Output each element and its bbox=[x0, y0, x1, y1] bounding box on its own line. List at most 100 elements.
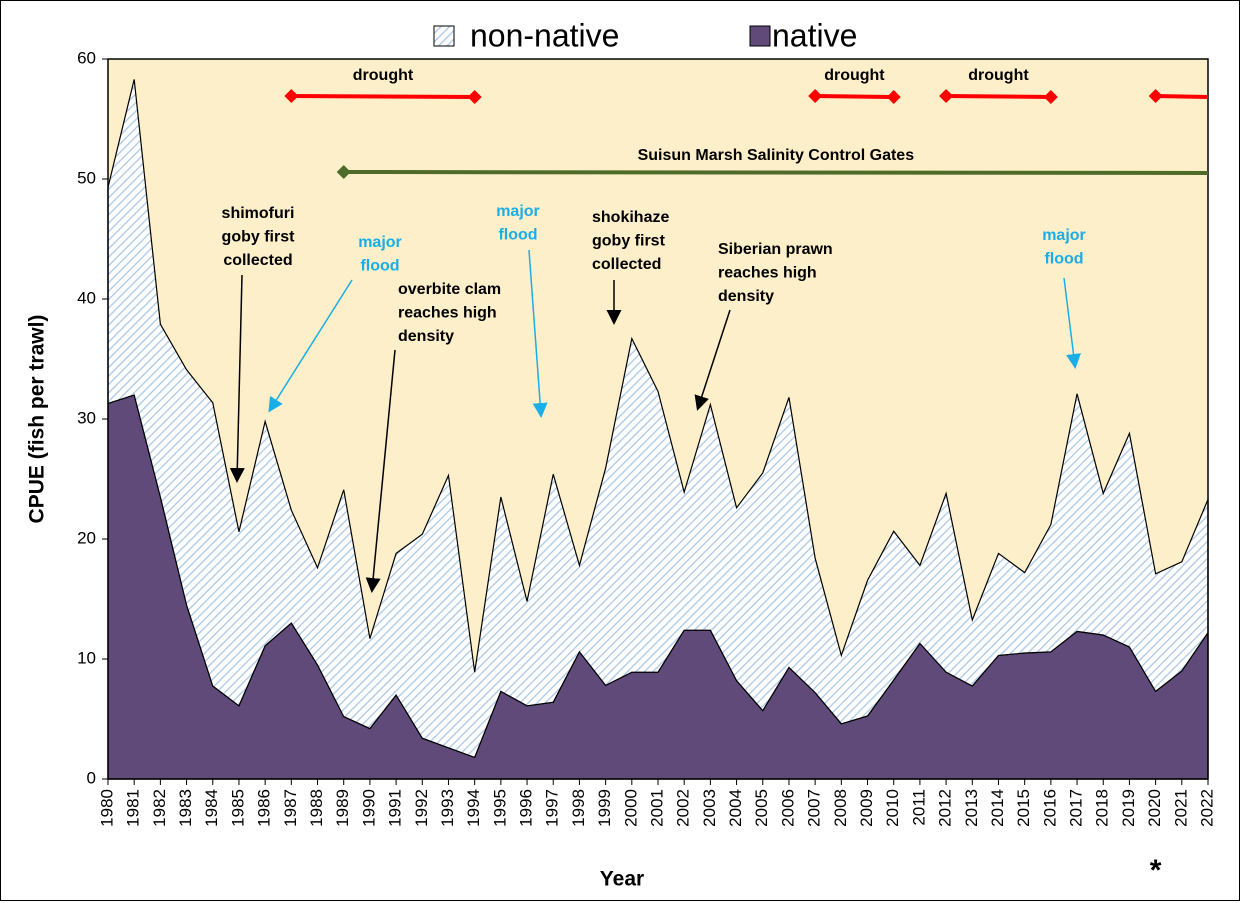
legend-label: non-native bbox=[470, 17, 619, 53]
x-tick-label: 1981 bbox=[124, 789, 143, 827]
x-tick-label: 2005 bbox=[752, 789, 771, 827]
y-axis-title: CPUE (fish per trawl) bbox=[26, 315, 49, 524]
annotation-arrow bbox=[365, 349, 396, 593]
x-tick-label: 1995 bbox=[490, 789, 509, 827]
period-label: Suisun Marsh Salinity Control Gates bbox=[638, 147, 915, 164]
x-tick-label: 1987 bbox=[281, 789, 300, 827]
annotation: flood bbox=[360, 258, 399, 275]
x-tick-label: 2004 bbox=[726, 789, 745, 827]
annotation: reaches high bbox=[718, 265, 817, 282]
period-marker bbox=[467, 90, 482, 104]
y-tick-label: 40 bbox=[77, 288, 96, 307]
period-bar bbox=[815, 94, 894, 99]
x-tick-label: 2000 bbox=[621, 789, 640, 827]
x-tick-label: 1992 bbox=[412, 789, 431, 827]
period-label: drought bbox=[824, 67, 885, 84]
annotation-arrow bbox=[229, 274, 245, 483]
period-marker bbox=[886, 90, 901, 104]
x-tick-label: 2008 bbox=[831, 789, 850, 827]
x-tick-label: 2006 bbox=[778, 789, 797, 827]
x-tick-label: 2016 bbox=[1040, 789, 1059, 827]
x-tick-label: 1997 bbox=[543, 789, 562, 827]
y-tick-label: 0 bbox=[87, 768, 96, 787]
annotation: major bbox=[1042, 227, 1086, 244]
y-tick-label: 50 bbox=[77, 168, 96, 187]
x-tick-label: 1990 bbox=[359, 789, 378, 827]
x-tick-label: 2019 bbox=[1119, 789, 1138, 827]
y-tick-label: 30 bbox=[77, 408, 96, 427]
annotation: major bbox=[358, 234, 402, 251]
x-tick-label: 1985 bbox=[228, 789, 247, 827]
x-tick-label: 2009 bbox=[857, 789, 876, 827]
x-tick-label: 1980 bbox=[97, 789, 116, 827]
annotation: Siberian prawn bbox=[718, 241, 833, 258]
period-marker bbox=[336, 165, 351, 179]
x-tick-label: 1988 bbox=[307, 789, 326, 827]
x-tick-label: 2011 bbox=[909, 789, 928, 826]
x-tick-label: 1982 bbox=[150, 789, 169, 827]
x-tick-label: 2003 bbox=[700, 789, 719, 827]
annotation: shokihaze bbox=[592, 209, 669, 226]
annotation: shimofuri bbox=[222, 205, 295, 222]
x-tick-label: 2017 bbox=[1067, 789, 1086, 827]
x-tick-label: 2018 bbox=[1093, 789, 1112, 827]
annotation-arrow bbox=[528, 249, 548, 418]
x-tick-label: 1984 bbox=[202, 789, 221, 827]
period-marker bbox=[808, 89, 823, 103]
x-tick-label: 2012 bbox=[936, 789, 955, 827]
footnote-marker: * bbox=[1150, 854, 1162, 887]
annotation: major bbox=[496, 203, 540, 220]
y-tick-label: 60 bbox=[77, 48, 96, 67]
annotation-arrow bbox=[268, 279, 353, 413]
annotation: reaches high bbox=[398, 305, 497, 322]
period-marker bbox=[1043, 90, 1058, 104]
x-tick-label: 2007 bbox=[805, 789, 824, 827]
x-tick-label: 1998 bbox=[569, 789, 588, 827]
period-marker bbox=[939, 89, 954, 103]
period-label: drought bbox=[968, 67, 1029, 84]
x-tick-label: 1996 bbox=[517, 789, 536, 827]
annotation: goby first bbox=[222, 229, 296, 246]
x-tick-label: 1991 bbox=[386, 789, 405, 827]
annotation-arrow bbox=[694, 309, 731, 411]
x-tick-label: 2010 bbox=[883, 789, 902, 827]
period-marker bbox=[284, 89, 299, 103]
legend-swatch bbox=[749, 25, 771, 47]
x-tick-label: 1999 bbox=[595, 789, 614, 827]
period-bar bbox=[946, 94, 1051, 99]
x-tick-label: 2002 bbox=[674, 789, 693, 827]
period-bar bbox=[291, 94, 475, 99]
x-tick-label: 2014 bbox=[988, 789, 1007, 827]
period-marker bbox=[1148, 89, 1163, 103]
x-tick-label: 2001 bbox=[647, 789, 666, 827]
x-tick-label: 1994 bbox=[464, 789, 483, 827]
annotation: goby first bbox=[592, 233, 666, 250]
annotation: density bbox=[398, 328, 454, 345]
annotation: density bbox=[718, 288, 774, 305]
x-tick-label: 2013 bbox=[962, 789, 981, 827]
annotation: overbite clam bbox=[398, 281, 501, 298]
x-axis-title: Year bbox=[600, 868, 644, 891]
period-bar bbox=[1155, 94, 1209, 99]
legend-label: native bbox=[772, 17, 857, 53]
annotation-arrow bbox=[1063, 277, 1081, 369]
legend-swatch bbox=[433, 25, 455, 47]
x-tick-label: 2020 bbox=[1145, 789, 1164, 827]
annotation: collected bbox=[223, 252, 292, 269]
y-tick-label: 10 bbox=[77, 648, 96, 667]
x-tick-label: 2021 bbox=[1171, 789, 1190, 827]
x-tick-label: 1993 bbox=[438, 789, 457, 827]
annotation: collected bbox=[592, 256, 661, 273]
x-tick-label: 2022 bbox=[1197, 789, 1216, 827]
period-label: drought bbox=[353, 67, 414, 84]
x-tick-label: 2015 bbox=[1014, 789, 1033, 827]
x-tick-label: 1986 bbox=[255, 789, 274, 827]
x-tick-label: 1989 bbox=[333, 789, 352, 827]
annotation: flood bbox=[1044, 251, 1083, 268]
y-tick-label: 20 bbox=[77, 528, 96, 547]
annotation: flood bbox=[498, 227, 537, 244]
x-tick-label: 1983 bbox=[176, 789, 195, 827]
